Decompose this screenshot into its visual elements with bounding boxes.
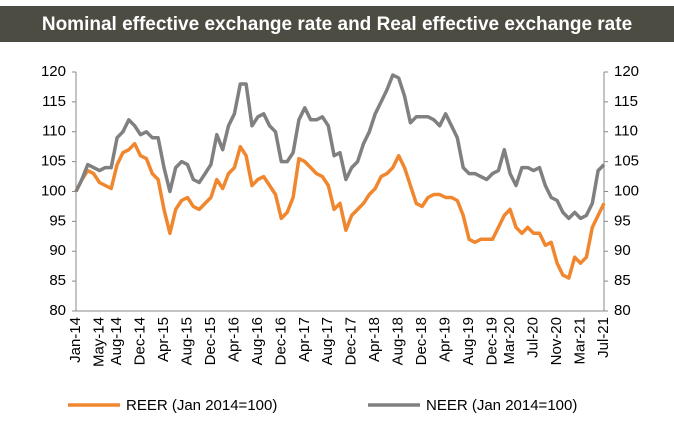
y2-tick-label: 110 bbox=[614, 123, 638, 140]
x-tick-label: Dec-19 bbox=[484, 317, 501, 365]
y-tick-label: 90 bbox=[49, 242, 66, 259]
x-tick-label: Apr-15 bbox=[155, 317, 172, 362]
series-line bbox=[74, 73, 606, 221]
x-tick-label: Dec-16 bbox=[272, 317, 289, 365]
y-tick-label: 80 bbox=[49, 302, 66, 319]
y2-tick-label: 80 bbox=[614, 302, 631, 319]
y2-tick-label: 90 bbox=[614, 242, 631, 259]
x-tick-label: Aug-15 bbox=[178, 317, 195, 365]
y-tick-label: 120 bbox=[41, 63, 66, 80]
x-tick-label: Aug-16 bbox=[249, 317, 266, 365]
x-tick-label: Jan-14 bbox=[67, 317, 84, 363]
x-tick-label: Dec-14 bbox=[132, 317, 149, 365]
x-tick-label: Dec-15 bbox=[202, 317, 219, 365]
x-tick-label: May-14 bbox=[90, 317, 107, 367]
x-tick-label: Jul-21 bbox=[595, 317, 612, 358]
y-tick-label: 115 bbox=[42, 93, 66, 110]
y2-tick-label: 120 bbox=[614, 63, 639, 80]
x-tick-label: Mar-21 bbox=[572, 317, 589, 365]
title-bar bbox=[0, 6, 674, 42]
y2-tick-label: 105 bbox=[614, 153, 639, 170]
y-tick-label: 95 bbox=[49, 212, 66, 229]
legend-label: NEER (Jan 2014=100) bbox=[426, 397, 577, 414]
y-tick-label: 110 bbox=[42, 123, 66, 140]
x-tick-label: Nov-20 bbox=[548, 317, 565, 365]
x-tick-label: Aug-14 bbox=[108, 317, 125, 365]
x-tick-label: Jul-20 bbox=[525, 317, 542, 358]
y-tick-label: 85 bbox=[49, 272, 66, 289]
x-tick-label: Apr-17 bbox=[296, 317, 313, 362]
x-tick-label: Aug-19 bbox=[460, 317, 477, 365]
x-tick-label: Aug-17 bbox=[319, 317, 336, 365]
y2-tick-label: 100 bbox=[614, 182, 639, 199]
y2-tick-label: 115 bbox=[614, 93, 638, 110]
x-tick-label: Apr-18 bbox=[366, 317, 383, 362]
series-line bbox=[74, 141, 606, 280]
x-tick-label: Mar-20 bbox=[501, 317, 518, 365]
x-tick-label: Dec-18 bbox=[413, 317, 430, 365]
legend-label: REER (Jan 2014=100) bbox=[126, 397, 277, 414]
y2-tick-label: 95 bbox=[614, 212, 631, 229]
y-tick-label: 100 bbox=[41, 182, 66, 199]
y-tick-label: 105 bbox=[41, 153, 66, 170]
x-tick-label: Apr-16 bbox=[225, 317, 242, 362]
x-tick-label: Dec-17 bbox=[343, 317, 360, 365]
x-tick-label: Aug-18 bbox=[390, 317, 407, 365]
y2-tick-label: 85 bbox=[614, 272, 631, 289]
chart-title: Nominal effective exchange rate and Real… bbox=[42, 14, 632, 35]
x-tick-label: Apr-19 bbox=[437, 317, 454, 362]
